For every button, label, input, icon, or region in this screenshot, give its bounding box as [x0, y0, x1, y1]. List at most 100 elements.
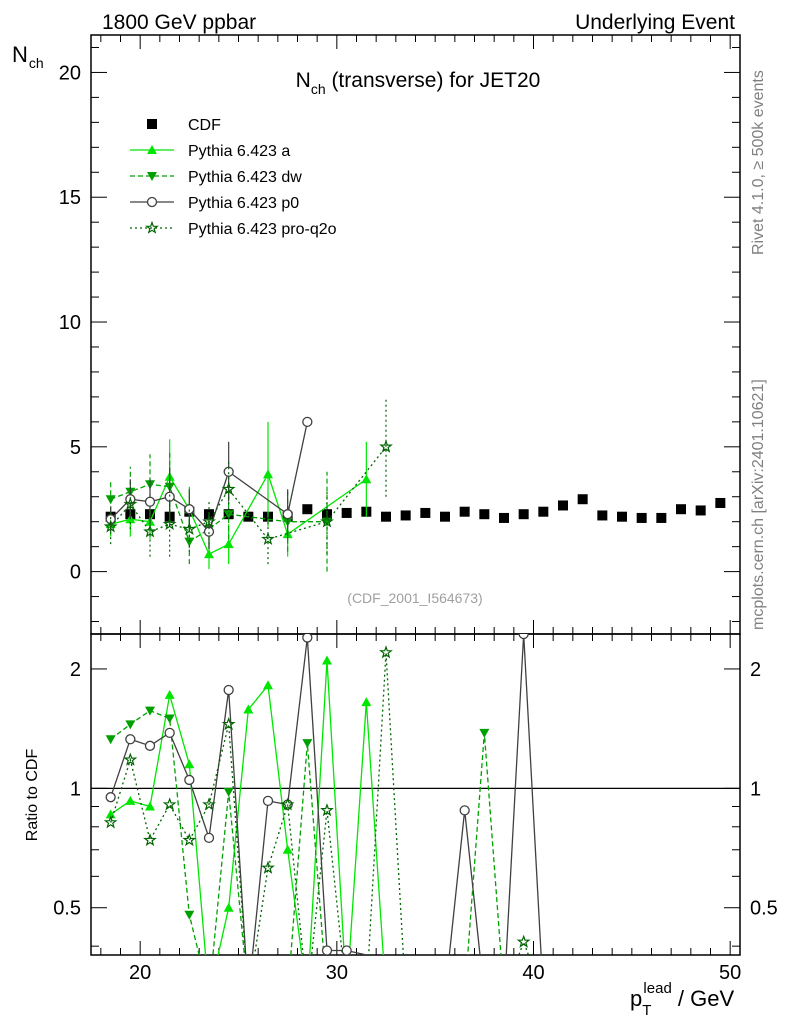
data-point-cdf — [656, 512, 667, 523]
ratio-point-pythia-6-423-pro-q2o — [379, 645, 393, 659]
data-point-cdf — [715, 497, 726, 508]
data-point-pythia-6-423-pro-q2o — [379, 439, 393, 453]
legend-label: Pythia 6.423 a — [188, 143, 290, 160]
data-point-pythia-6-423-pro-q2o — [162, 516, 177, 531]
legend-label: Pythia 6.423 pro-q2o — [188, 221, 337, 238]
ratio-point-pythia-6-423-a — [184, 759, 195, 769]
data-point-pythia-6-423-dw — [223, 510, 234, 520]
x-tick-label: 30 — [326, 962, 348, 984]
ratio-point-pythia-6-423-a — [223, 902, 234, 912]
data-point-cdf — [597, 510, 608, 521]
y-tick-label: 10 — [59, 312, 81, 334]
data-point-pythia-6-423-pro-q2o — [123, 496, 138, 511]
data-point-cdf — [518, 509, 529, 520]
ratio-point-pythia-6-423-p0 — [223, 684, 234, 696]
ratio-line-pythia-6-423-dw — [110, 709, 502, 955]
data-point-pythia-6-423-a — [361, 474, 372, 484]
series-line-pythia-6-423-dw — [110, 483, 327, 543]
ratio-y-tick-label-right: 0.5 — [750, 898, 778, 920]
legend-label: Pythia 6.423 dw — [188, 169, 302, 186]
data-point-pythia-6-423-p0 — [282, 509, 293, 520]
y-tick-label: 20 — [59, 62, 81, 84]
data-point-cdf — [636, 512, 647, 523]
ratio-point-pythia-6-423-a — [361, 697, 372, 707]
ratio-point-pythia-6-423-p0 — [125, 734, 136, 745]
data-point-cdf — [538, 506, 549, 517]
ratio-point-pythia-6-423-pro-q2o — [516, 934, 531, 948]
data-point-cdf — [499, 512, 509, 523]
data-point-pythia-6-423-pro-q2o — [221, 481, 236, 496]
data-point-cdf — [695, 505, 706, 516]
legend-label: CDF — [188, 117, 221, 134]
data-point-pythia-6-423-pro-q2o — [261, 531, 275, 546]
ratio-point-pythia-6-423-p0 — [341, 945, 352, 955]
ratio-point-pythia-6-423-p0 — [459, 805, 470, 816]
ratio-y-tick-label-right: 1 — [750, 778, 761, 800]
x-tick-label: 20 — [129, 962, 151, 984]
ratio-point-pythia-6-423-a — [282, 844, 293, 854]
data-point-pythia-6-423-pro-q2o — [320, 514, 334, 528]
ratio-point-pythia-6-423-p0 — [518, 634, 529, 640]
data-point-cdf — [577, 494, 588, 505]
data-point-cdf — [440, 511, 450, 522]
data-point-cdf — [341, 507, 352, 518]
legend-marker — [147, 145, 157, 154]
ratio-point-pythia-6-423-a — [263, 680, 273, 690]
ratio-point-pythia-6-423-pro-q2o — [123, 752, 138, 766]
ratio-point-pythia-6-423-pro-q2o — [143, 832, 157, 847]
ratio-line-pythia-6-423-pro-q2o — [110, 652, 530, 955]
ratio-point-pythia-6-423-a — [164, 689, 175, 699]
ratio-point-pythia-6-423-dw — [479, 728, 490, 738]
series-line-pythia-6-423-pro-q2o — [110, 446, 387, 540]
ratio-axes: 20 30 40 50 0.5 0.5 1 1 2 2 — [53, 634, 778, 984]
header-left: 1800 GeV ppbar — [102, 11, 256, 34]
y-tick-label: 0 — [70, 562, 81, 584]
mcplots-reference-label: mcplots.cern.ch [arXiv:2401.10621] — [750, 379, 767, 630]
data-point-cdf — [617, 511, 627, 522]
data-point-pythia-6-423-a — [204, 549, 214, 559]
ratio-point-pythia-6-423-dw — [302, 739, 313, 749]
data-point-cdf — [400, 510, 411, 521]
ratio-point-pythia-6-423-p0 — [321, 945, 333, 955]
ratio-point-pythia-6-423-p0 — [203, 832, 215, 844]
ratio-data-layer — [103, 634, 542, 955]
ratio-point-pythia-6-423-p0 — [164, 727, 175, 739]
legend: CDF Pythia 6.423 a Pythia 6.423 dw Pythia 6… — [130, 117, 337, 238]
data-point-cdf — [302, 504, 313, 515]
main-data-layer — [103, 396, 726, 572]
data-point-cdf — [479, 509, 490, 520]
data-point-pythia-6-423-a — [223, 539, 234, 549]
ratio-point-pythia-6-423-p0 — [144, 740, 156, 751]
ratio-point-pythia-6-423-dw — [184, 910, 195, 920]
legend-marker — [146, 196, 158, 208]
data-point-pythia-6-423-a — [263, 469, 273, 479]
ratio-point-pythia-6-423-p0 — [105, 792, 116, 803]
data-point-cdf — [381, 511, 391, 522]
ratio-y-tick-label: 2 — [70, 659, 81, 681]
y-tick-label: 15 — [59, 187, 81, 209]
ratio-point-pythia-6-423-p0 — [302, 634, 313, 643]
ratio-point-pythia-6-423-a — [243, 704, 254, 714]
ratio-point-pythia-6-423-a — [322, 655, 332, 665]
y-tick-label: 5 — [70, 437, 81, 459]
legend-marker — [145, 220, 159, 234]
ratio-y-tick-label-right: 2 — [750, 659, 761, 681]
ratio-point-pythia-6-423-dw — [145, 706, 155, 716]
ratio-point-pythia-6-423-pro-q2o — [280, 797, 295, 811]
data-point-pythia-6-423-dw — [184, 537, 195, 547]
ratio-point-pythia-6-423-pro-q2o — [103, 815, 118, 829]
data-point-pythia-6-423-pro-q2o — [143, 524, 157, 538]
ratio-point-pythia-6-423-a — [145, 801, 155, 811]
legend-marker — [147, 172, 157, 181]
ratio-y-axis-label: Ratio to CDF — [24, 749, 41, 842]
data-point-cdf — [676, 504, 686, 515]
ratio-point-pythia-6-423-p0 — [184, 774, 195, 786]
x-tick-label: 50 — [719, 962, 741, 984]
ratio-point-pythia-6-423-pro-q2o — [261, 860, 275, 874]
analysis-id-watermark: (CDF_2001_I564673) — [347, 590, 482, 606]
y-axis-label: Nch — [12, 42, 44, 71]
series-line-pythia-6-423-a — [110, 472, 367, 556]
data-point-pythia-6-423-p0 — [184, 504, 195, 515]
ratio-point-pythia-6-423-pro-q2o — [320, 803, 334, 817]
